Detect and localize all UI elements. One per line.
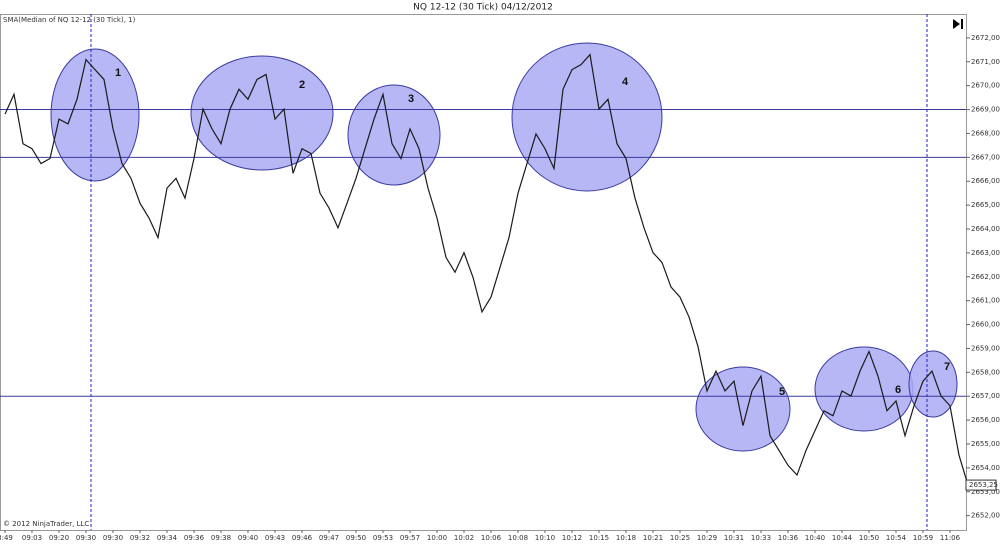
- x-tick-label: 09:47: [319, 534, 339, 542]
- copyright: © 2012 NinjaTrader, LLC: [3, 520, 89, 528]
- annotation-label: 4: [622, 76, 629, 88]
- y-tick-label: 2652,00: [971, 512, 1000, 520]
- x-tick-label: 10:15: [589, 534, 609, 542]
- annotation-label: 6: [895, 384, 901, 396]
- x-tick-label: 09:40: [238, 534, 258, 542]
- y-tick-label: 2671,00: [971, 58, 1000, 66]
- x-tick-label: 09:46: [292, 534, 313, 542]
- indicator-label: SMA(Median of NQ 12-12 (30 Tick), 1): [3, 16, 136, 24]
- y-tick-label: 2658,00: [971, 368, 1000, 376]
- y-tick-label: 2655,00: [971, 440, 1000, 448]
- x-tick-label: 10:21: [643, 534, 663, 542]
- y-tick-label: 2653,00: [971, 488, 1000, 496]
- x-tick-label: 09:20: [49, 534, 69, 542]
- y-tick-label: 2659,00: [971, 344, 1000, 352]
- x-tick-label: 10:02: [454, 534, 474, 542]
- y-tick-label: 2662,00: [971, 273, 1000, 281]
- x-tick-label: 11:06: [940, 534, 961, 542]
- x-tick-label: 09:03: [22, 534, 42, 542]
- annotation-label: 1: [115, 67, 121, 79]
- y-tick-label: 2657,00: [971, 392, 1000, 400]
- x-tick-label: 10:59: [913, 534, 933, 542]
- x-tick-label: 09:36: [184, 534, 205, 542]
- x-tick-label: 10:31: [724, 534, 744, 542]
- y-tick-label: 2668,00: [971, 129, 1000, 137]
- x-tick-label: 09:34: [157, 534, 178, 542]
- x-tick-label: 10:29: [697, 534, 717, 542]
- play-icon[interactable]: [953, 19, 960, 29]
- x-tick-label: 10:50: [859, 534, 879, 542]
- y-tick-label: 2670,00: [971, 82, 1000, 90]
- x-tick-label: 10:33: [751, 534, 771, 542]
- highlight-ellipse: [190, 55, 334, 171]
- highlight-ellipse: [347, 84, 441, 186]
- price-line: [4, 53, 969, 486]
- x-tick-label: 10:06: [481, 534, 502, 542]
- x-tick-label: 09:57: [400, 534, 420, 542]
- x-tick-label: 10:12: [562, 534, 582, 542]
- x-tick-label: 10:36: [778, 534, 799, 542]
- y-tick-label: 2664,00: [971, 225, 1000, 233]
- chart-title: NQ 12-12 (30 Tick) 04/12/2012: [413, 3, 553, 13]
- y-tick-label: 2663,00: [971, 249, 1000, 257]
- x-tick-label: 09:30: [76, 534, 96, 542]
- y-tick-label: 2666,00: [971, 177, 1000, 185]
- x-tick-label: 09:50: [346, 534, 366, 542]
- y-tick-label: 2654,00: [971, 464, 1000, 472]
- annotation-label: 2: [299, 79, 305, 91]
- y-tick-label: 2660,00: [971, 321, 1000, 329]
- x-tick-label: 10:08: [508, 534, 528, 542]
- y-tick-label: 2656,00: [971, 416, 1000, 424]
- highlight-ellipse: [511, 42, 663, 192]
- y-tick-label: 2661,00: [971, 297, 1000, 305]
- x-tick-label: 10:54: [886, 534, 907, 542]
- x-tick-label: 09:43: [265, 534, 285, 542]
- x-tick-label: 09:32: [130, 534, 150, 542]
- play-button[interactable]: [953, 19, 963, 29]
- plot-frame: [0, 14, 967, 531]
- annotation-label: 7: [944, 361, 950, 373]
- annotation-label: 5: [779, 386, 785, 398]
- highlight-ellipse: [50, 48, 140, 182]
- x-tick-label: 10:00: [427, 534, 447, 542]
- x-tick-label: 10:44: [832, 534, 853, 542]
- x-tick-label: 09:30: [103, 534, 123, 542]
- x-tick-label: 09:38: [211, 534, 231, 542]
- y-tick-label: 2669,00: [971, 106, 1000, 114]
- x-tick-label: 10:10: [535, 534, 555, 542]
- last-price-box: [965, 479, 997, 491]
- x-tick-label: 09:53: [373, 534, 393, 542]
- play-bar[interactable]: [961, 19, 963, 29]
- x-tick-label: 8:49: [0, 534, 13, 542]
- last-price-label: 2653,25: [969, 481, 998, 489]
- x-tick-label: 10:40: [805, 534, 825, 542]
- annotation-label: 3: [408, 93, 414, 105]
- x-tick-label: 10:25: [670, 534, 690, 542]
- y-tick-label: 2667,00: [971, 153, 1000, 161]
- y-tick-label: 2672,00: [971, 34, 1000, 42]
- x-tick-label: 10:18: [616, 534, 636, 542]
- highlight-ellipse: [695, 366, 791, 452]
- y-tick-label: 2665,00: [971, 201, 1000, 209]
